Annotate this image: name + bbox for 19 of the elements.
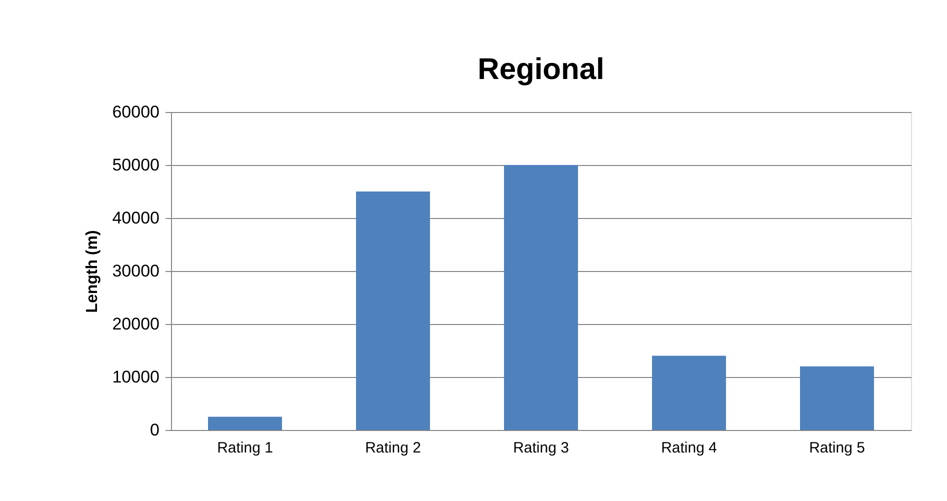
bar [652,356,726,430]
y-tick-label: 30000 [112,262,160,280]
x-tick-label: Rating 5 [809,440,865,456]
x-tick-label: Rating 2 [365,440,421,456]
y-tick-label: 60000 [112,102,160,122]
bar [800,366,874,430]
y-tick-label: 0 [150,420,160,440]
x-tick-label: Rating 4 [661,440,717,456]
x-tick-label: Rating 3 [513,440,569,456]
y-tick-label: 50000 [112,156,160,174]
y-tick-label: 40000 [112,208,160,228]
bar [208,416,282,430]
x-tick-label: Rating 1 [217,440,273,456]
y-axis-title: Length (m) [84,230,102,313]
bar [504,165,578,430]
bar [356,192,430,430]
y-tick-label: 10000 [112,368,160,386]
y-tick-label: 20000 [112,314,160,334]
chart-title: Regional [478,53,604,86]
